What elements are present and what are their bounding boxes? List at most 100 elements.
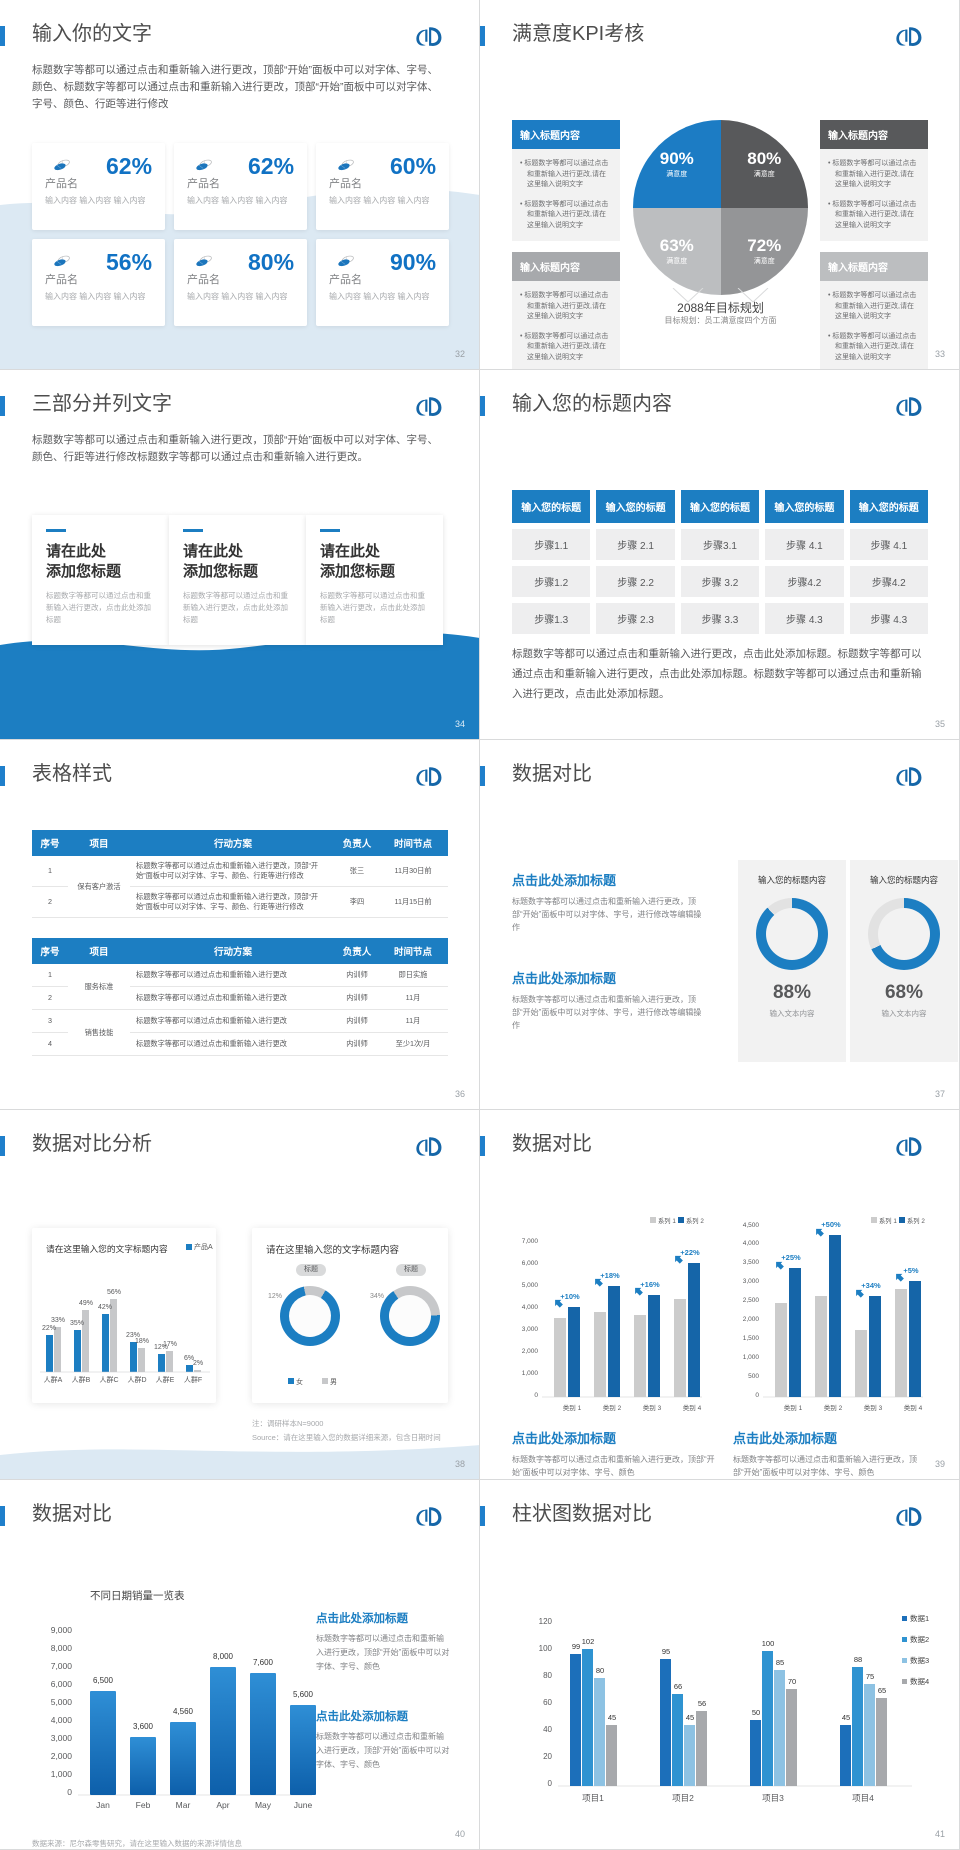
svg-text:+10%: +10% <box>560 1292 580 1301</box>
svg-text:8,000: 8,000 <box>51 1643 73 1653</box>
svg-text:3,000: 3,000 <box>51 1733 73 1743</box>
svg-text:4,500: 4,500 <box>743 1222 760 1229</box>
svg-text:+18%: +18% <box>600 1271 620 1280</box>
svg-text:500: 500 <box>748 1373 759 1380</box>
svg-text:+50%: +50% <box>821 1220 841 1229</box>
svg-text:人群A: 人群A <box>44 1375 63 1384</box>
svg-text:类别 4: 类别 4 <box>683 1403 702 1412</box>
svg-text:系列 1: 系列 1 <box>879 1216 897 1225</box>
svg-text:系列 1: 系列 1 <box>658 1216 676 1225</box>
svg-text:项目4: 项目4 <box>852 1793 874 1803</box>
svg-text:120: 120 <box>539 1617 553 1626</box>
svg-text:66: 66 <box>674 1682 682 1691</box>
svg-text:类别 2: 类别 2 <box>603 1403 622 1412</box>
svg-text:7,000: 7,000 <box>51 1661 73 1671</box>
svg-text:Feb: Feb <box>136 1800 151 1810</box>
svg-text:+5%: +5% <box>903 1266 919 1275</box>
svg-text:2%: 2% <box>193 1360 203 1367</box>
svg-text:类别 1: 类别 1 <box>784 1403 803 1412</box>
svg-text:4,560: 4,560 <box>173 1707 194 1716</box>
svg-text:2,000: 2,000 <box>51 1751 73 1761</box>
svg-text:56%: 56% <box>107 1289 121 1296</box>
svg-text:17%: 17% <box>163 1341 177 1348</box>
svg-text:22%: 22% <box>42 1325 56 1332</box>
svg-text:0: 0 <box>67 1787 72 1797</box>
svg-text:项目2: 项目2 <box>672 1793 694 1803</box>
svg-text:9,000: 9,000 <box>51 1625 73 1635</box>
svg-text:60: 60 <box>543 1698 552 1707</box>
svg-text:人群F: 人群F <box>184 1375 202 1384</box>
svg-text:45: 45 <box>686 1713 694 1722</box>
svg-text:类别 1: 类别 1 <box>563 1403 582 1412</box>
svg-text:4,000: 4,000 <box>51 1715 73 1725</box>
svg-text:49%: 49% <box>79 1300 93 1307</box>
svg-text:项目1: 项目1 <box>582 1793 604 1803</box>
svg-text:35%: 35% <box>70 1320 84 1327</box>
svg-text:100: 100 <box>762 1639 775 1648</box>
svg-text:3,000: 3,000 <box>743 1278 760 1285</box>
svg-text:7,000: 7,000 <box>522 1238 539 1245</box>
svg-text:1,500: 1,500 <box>743 1335 760 1342</box>
svg-text:2,000: 2,000 <box>522 1348 539 1355</box>
svg-text:人群B: 人群B <box>72 1375 91 1384</box>
svg-text:0: 0 <box>755 1392 759 1399</box>
svg-text:75: 75 <box>866 1672 874 1681</box>
svg-text:类别 4: 类别 4 <box>904 1403 923 1412</box>
svg-text:45: 45 <box>842 1713 850 1722</box>
svg-text:6,500: 6,500 <box>93 1676 114 1685</box>
svg-text:人群E: 人群E <box>156 1375 175 1384</box>
svg-text:人群C: 人群C <box>99 1375 118 1384</box>
svg-text:102: 102 <box>582 1637 595 1646</box>
svg-text:+16%: +16% <box>640 1280 660 1289</box>
svg-text:类别 3: 类别 3 <box>864 1403 883 1412</box>
svg-text:50: 50 <box>752 1708 760 1717</box>
svg-text:45: 45 <box>608 1713 616 1722</box>
svg-text:56: 56 <box>698 1699 706 1708</box>
svg-text:June: June <box>294 1800 313 1810</box>
svg-text:人群D: 人群D <box>127 1375 146 1384</box>
svg-text:5,000: 5,000 <box>51 1697 73 1707</box>
svg-text:65: 65 <box>878 1686 886 1695</box>
svg-text:系列 2: 系列 2 <box>907 1216 925 1225</box>
svg-text:系列 2: 系列 2 <box>686 1216 704 1225</box>
svg-text:3,500: 3,500 <box>743 1259 760 1266</box>
svg-text:3,000: 3,000 <box>522 1326 539 1333</box>
svg-text:33%: 33% <box>51 1317 65 1324</box>
svg-text:5,600: 5,600 <box>293 1690 314 1699</box>
svg-text:0: 0 <box>534 1392 538 1399</box>
svg-text:Jan: Jan <box>96 1800 110 1810</box>
svg-text:88: 88 <box>854 1655 862 1664</box>
svg-text:18%: 18% <box>135 1338 149 1345</box>
svg-text:+22%: +22% <box>680 1248 700 1257</box>
svg-text:6,000: 6,000 <box>51 1679 73 1689</box>
svg-text:1,000: 1,000 <box>743 1354 760 1361</box>
svg-text:+25%: +25% <box>781 1253 801 1262</box>
svg-text:0: 0 <box>548 1779 553 1788</box>
svg-text:85: 85 <box>776 1658 784 1667</box>
svg-text:2,500: 2,500 <box>743 1297 760 1304</box>
svg-text:1,000: 1,000 <box>51 1769 73 1779</box>
svg-text:Apr: Apr <box>216 1800 229 1810</box>
svg-text:7,600: 7,600 <box>253 1658 274 1667</box>
svg-text:类别 3: 类别 3 <box>643 1403 662 1412</box>
svg-text:4,000: 4,000 <box>522 1304 539 1311</box>
svg-text:8,000: 8,000 <box>213 1652 234 1661</box>
svg-text:100: 100 <box>539 1644 553 1653</box>
svg-text:1,000: 1,000 <box>522 1370 539 1377</box>
svg-text:+34%: +34% <box>861 1281 881 1290</box>
svg-text:80: 80 <box>596 1666 604 1675</box>
svg-text:99: 99 <box>572 1642 580 1651</box>
svg-text:2,000: 2,000 <box>743 1316 760 1323</box>
svg-text:70: 70 <box>788 1677 796 1686</box>
svg-text:6,000: 6,000 <box>522 1260 539 1267</box>
svg-text:3,600: 3,600 <box>133 1722 154 1731</box>
svg-text:类别 2: 类别 2 <box>824 1403 843 1412</box>
svg-text:项目3: 项目3 <box>762 1793 784 1803</box>
svg-text:20: 20 <box>543 1752 552 1761</box>
svg-text:40: 40 <box>543 1725 552 1734</box>
svg-text:42%: 42% <box>98 1304 112 1311</box>
svg-text:95: 95 <box>662 1647 670 1656</box>
svg-text:5,000: 5,000 <box>522 1282 539 1289</box>
svg-text:4,000: 4,000 <box>743 1240 760 1247</box>
svg-text:Mar: Mar <box>176 1800 191 1810</box>
